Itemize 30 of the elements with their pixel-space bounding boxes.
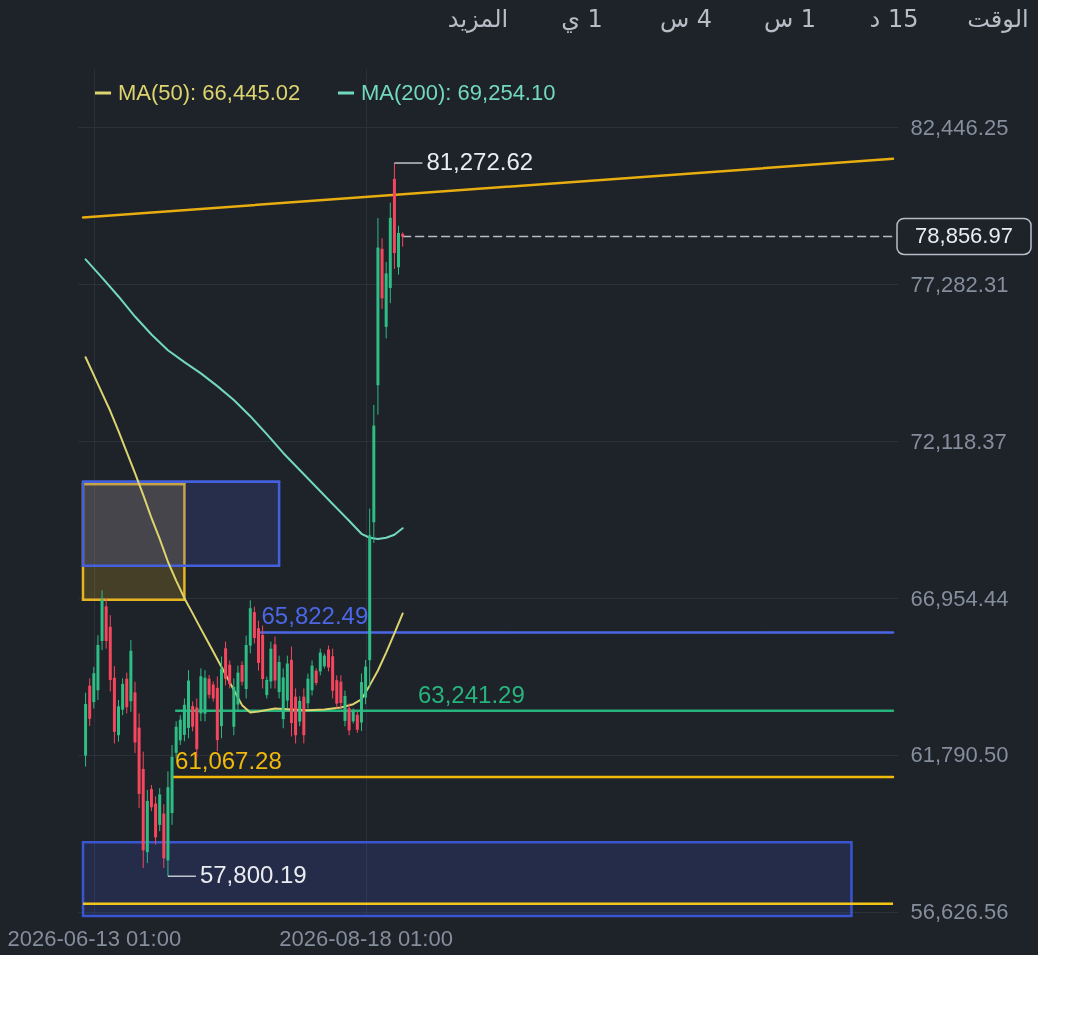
line-series [84,356,404,714]
x-tick-label: 2026-06-13 01:00 [7,925,182,951]
candlestick [347,702,351,736]
y-tick-label: 72,118.37 [910,428,1007,454]
candlestick [318,648,322,676]
text: الوقت [967,5,1029,33]
y-tick-label: 61,790.50 [910,742,1009,768]
text: 15 د [869,5,919,33]
candlestick [207,674,211,699]
data-label: 61,067.28 [175,746,282,774]
y-tick-label: 66,954.44 [910,585,1009,611]
x-tick-label: 2026-08-18 01:00 [279,925,453,951]
annotation: 57,800.19 [199,861,307,889]
annotation: 81,272.62 [426,148,534,176]
candlestick [240,660,244,686]
text: المزيد [447,5,509,33]
line-series [84,258,404,540]
y-tick-label: 77,282.31 [910,271,1009,297]
text: 1 س [763,5,817,33]
y-tick-label: 56,626.56 [910,899,1009,925]
candlestick [339,674,343,709]
y-tick-label: 82,446.25 [910,114,1009,140]
data-label: 78,856.97 [915,223,1013,249]
text: 1 ي [561,5,603,33]
candlestick [355,711,359,734]
legend-label: MA(50): 66,445.02 [118,80,301,105]
data-label: 65,822.49 [261,602,369,630]
legend-label: MA(200): 69,254.10 [361,80,556,105]
text: 4 س [659,5,713,33]
data-label: 63,241.29 [418,680,525,708]
